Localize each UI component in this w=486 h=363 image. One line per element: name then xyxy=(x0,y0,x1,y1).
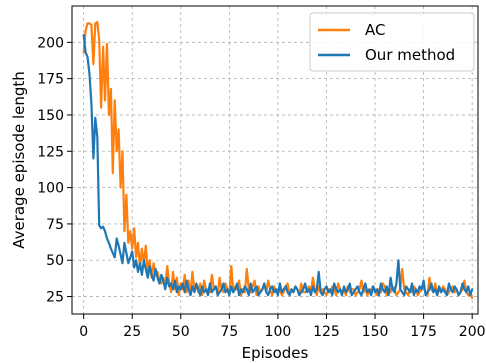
legend-box xyxy=(309,12,475,72)
x-tick-label: 25 xyxy=(123,324,141,340)
y-tick-label: 25 xyxy=(46,290,64,306)
y-tick-label: 50 xyxy=(46,253,64,269)
x-tick-label: 150 xyxy=(362,324,389,340)
y-axis-title: Average episode length xyxy=(10,71,28,249)
y-tick-label: 200 xyxy=(37,35,64,51)
x-tick-label: 0 xyxy=(79,324,88,340)
series-line-our-method xyxy=(82,33,474,297)
legend: AC Our method xyxy=(309,12,475,72)
x-axis-title: Episodes xyxy=(242,344,309,362)
x-axis-ticks: 0 25 50 75 100 125 150 175 200 xyxy=(79,314,486,340)
x-tick-label: 100 xyxy=(265,324,292,340)
x-tick-label: 50 xyxy=(172,324,190,340)
y-tick-label: 75 xyxy=(46,217,64,233)
y-tick-label: 175 xyxy=(37,72,64,88)
x-tick-label: 200 xyxy=(459,324,486,340)
x-tick-label: 175 xyxy=(410,324,437,340)
y-tick-label: 125 xyxy=(37,144,64,160)
legend-label-our-method: Our method xyxy=(365,46,455,64)
y-tick-label: 150 xyxy=(37,108,64,124)
series-lines xyxy=(82,20,474,300)
legend-label-ac: AC xyxy=(365,21,385,39)
y-axis-ticks: 25 50 75 100 125 150 175 200 xyxy=(37,35,72,306)
x-tick-label: 125 xyxy=(313,324,340,340)
plot-area-frame xyxy=(71,5,479,315)
x-tick-label: 75 xyxy=(220,324,238,340)
y-tick-label: 100 xyxy=(37,181,64,197)
